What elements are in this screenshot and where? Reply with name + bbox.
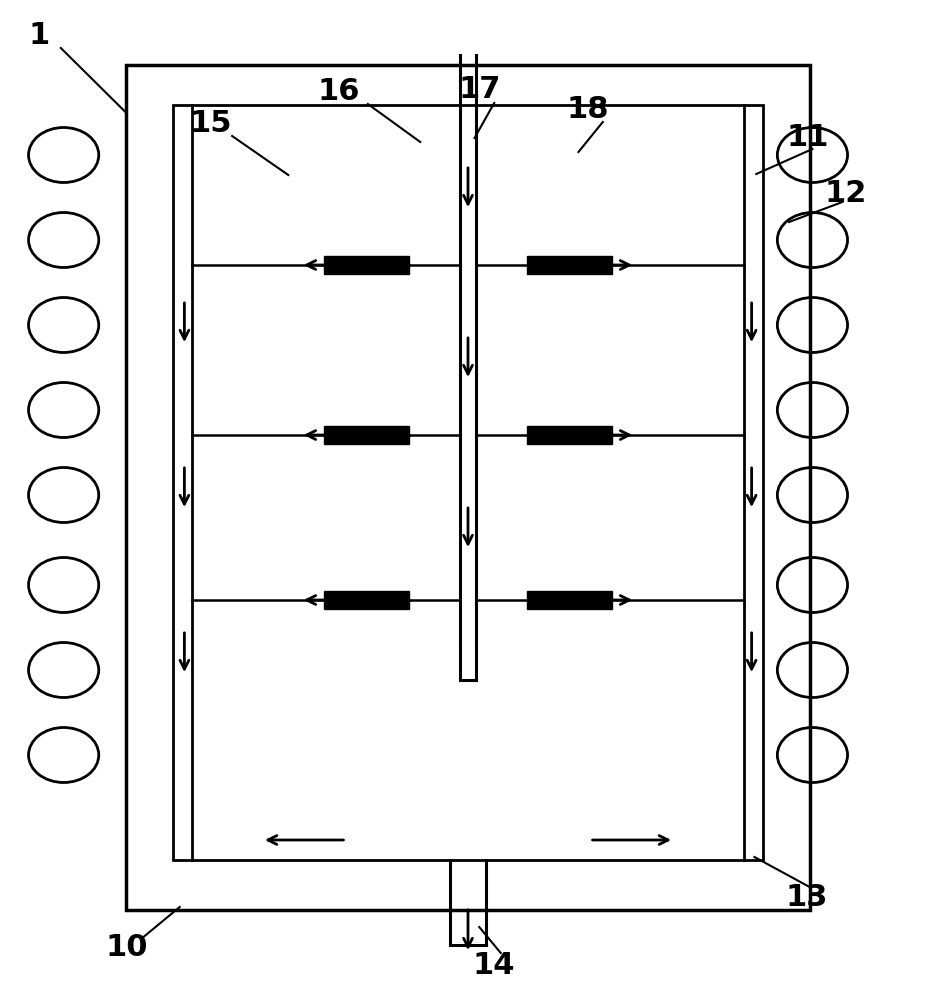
- Bar: [126, 65, 810, 910]
- Bar: [173, 105, 763, 860]
- Bar: [528, 426, 612, 444]
- Text: 17: 17: [458, 76, 501, 104]
- Bar: [528, 256, 612, 274]
- Bar: [528, 591, 612, 609]
- Text: 10: 10: [105, 934, 148, 962]
- Text: 16: 16: [317, 78, 360, 106]
- Text: 14: 14: [473, 950, 516, 980]
- Text: 11: 11: [786, 123, 829, 152]
- Text: 18: 18: [566, 96, 609, 124]
- Bar: [325, 256, 408, 274]
- Bar: [325, 591, 408, 609]
- Text: 1: 1: [29, 20, 50, 49]
- Text: 15: 15: [189, 108, 232, 137]
- Text: 13: 13: [785, 884, 828, 912]
- Bar: [325, 426, 408, 444]
- Text: 12: 12: [825, 180, 868, 209]
